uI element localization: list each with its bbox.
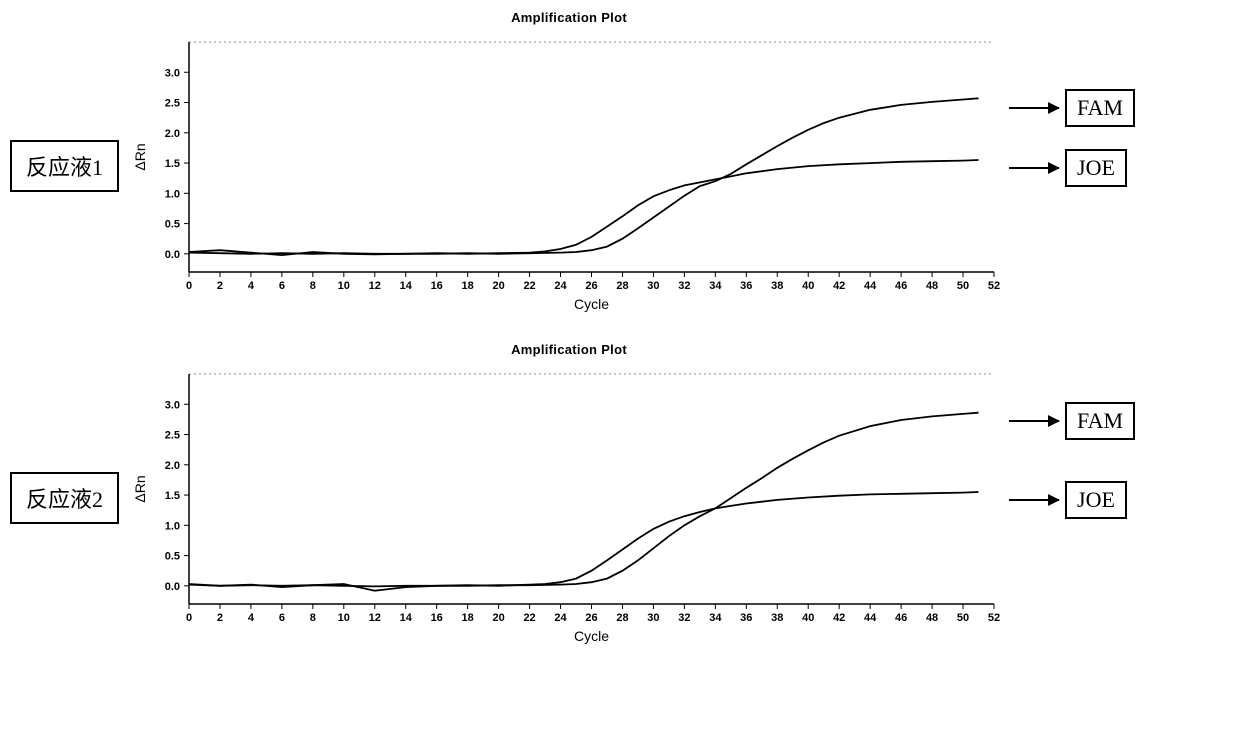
svg-text:1.0: 1.0 [165, 188, 180, 200]
svg-text:Cycle: Cycle [574, 296, 609, 312]
svg-text:16: 16 [431, 612, 443, 624]
legend-row-fam: FAM [1009, 89, 1135, 127]
svg-text:44: 44 [864, 612, 877, 624]
svg-text:48: 48 [926, 280, 938, 292]
legend-row-joe: JOE [1009, 149, 1127, 187]
svg-text:20: 20 [493, 612, 505, 624]
svg-text:6: 6 [279, 280, 285, 292]
svg-text:0.5: 0.5 [165, 551, 180, 563]
svg-text:2: 2 [217, 612, 223, 624]
svg-text:52: 52 [988, 280, 1000, 292]
svg-text:0.0: 0.0 [165, 581, 180, 593]
svg-text:38: 38 [771, 280, 783, 292]
svg-text:26: 26 [585, 280, 597, 292]
svg-text:50: 50 [957, 612, 969, 624]
svg-text:38: 38 [771, 612, 783, 624]
svg-text:2.0: 2.0 [165, 460, 180, 472]
svg-text:28: 28 [616, 612, 628, 624]
svg-text:10: 10 [338, 612, 350, 624]
svg-text:24: 24 [554, 612, 567, 624]
svg-text:0: 0 [186, 612, 192, 624]
svg-text:2.5: 2.5 [165, 430, 180, 442]
legend-column: FAM JOE [1009, 362, 1149, 652]
svg-text:32: 32 [678, 612, 690, 624]
legend-row-fam: FAM [1009, 402, 1135, 440]
svg-text:0.5: 0.5 [165, 219, 180, 231]
svg-text:1.5: 1.5 [165, 158, 180, 170]
svg-text:0: 0 [186, 280, 192, 292]
svg-text:2.5: 2.5 [165, 98, 180, 110]
svg-text:10: 10 [338, 280, 350, 292]
svg-text:52: 52 [988, 612, 1000, 624]
svg-text:36: 36 [740, 280, 752, 292]
svg-text:34: 34 [709, 612, 722, 624]
svg-text:6: 6 [279, 612, 285, 624]
svg-text:4: 4 [248, 280, 255, 292]
svg-text:26: 26 [585, 612, 597, 624]
legend-label: FAM [1065, 402, 1135, 440]
svg-text:24: 24 [554, 280, 567, 292]
reaction-label: 反应液2 [10, 472, 119, 524]
svg-text:42: 42 [833, 280, 845, 292]
legend-row-joe: JOE [1009, 481, 1127, 519]
svg-text:32: 32 [678, 280, 690, 292]
arrow-icon [1009, 420, 1059, 422]
legend-column: FAM JOE [1009, 30, 1149, 320]
svg-text:34: 34 [709, 280, 722, 292]
chart-title: Amplification Plot [129, 342, 1009, 357]
svg-text:2.0: 2.0 [165, 128, 180, 140]
chart-title: Amplification Plot [129, 10, 1009, 25]
arrow-icon [1009, 167, 1059, 169]
svg-text:42: 42 [833, 612, 845, 624]
svg-text:22: 22 [523, 280, 535, 292]
svg-text:2: 2 [217, 280, 223, 292]
svg-text:8: 8 [310, 280, 316, 292]
svg-text:14: 14 [400, 612, 413, 624]
svg-text:1.0: 1.0 [165, 520, 180, 532]
svg-text:46: 46 [895, 612, 907, 624]
svg-text:16: 16 [431, 280, 443, 292]
svg-text:46: 46 [895, 280, 907, 292]
svg-text:ΔRn: ΔRn [132, 143, 148, 170]
panel-1: 反应液1Amplification Plot024681012141618202… [10, 10, 1230, 322]
svg-text:Cycle: Cycle [574, 628, 609, 644]
svg-text:40: 40 [802, 280, 814, 292]
chart-svg: 0246810121416182022242628303234363840424… [129, 359, 1009, 654]
svg-text:0.0: 0.0 [165, 249, 180, 261]
svg-text:3.0: 3.0 [165, 399, 180, 411]
svg-text:14: 14 [400, 280, 413, 292]
svg-text:12: 12 [369, 612, 381, 624]
svg-text:30: 30 [647, 612, 659, 624]
svg-text:36: 36 [740, 612, 752, 624]
svg-text:22: 22 [523, 612, 535, 624]
svg-text:18: 18 [462, 280, 474, 292]
svg-text:18: 18 [462, 612, 474, 624]
legend-label: FAM [1065, 89, 1135, 127]
legend-label: JOE [1065, 481, 1127, 519]
legend-label: JOE [1065, 149, 1127, 187]
svg-text:20: 20 [493, 280, 505, 292]
svg-text:28: 28 [616, 280, 628, 292]
svg-text:8: 8 [310, 612, 316, 624]
svg-text:4: 4 [248, 612, 255, 624]
svg-text:12: 12 [369, 280, 381, 292]
arrow-icon [1009, 499, 1059, 501]
amplification-chart: Amplification Plot0246810121416182022242… [129, 10, 1009, 322]
svg-text:48: 48 [926, 612, 938, 624]
reaction-label: 反应液1 [10, 140, 119, 192]
arrow-icon [1009, 107, 1059, 109]
svg-text:50: 50 [957, 280, 969, 292]
svg-text:30: 30 [647, 280, 659, 292]
svg-text:40: 40 [802, 612, 814, 624]
svg-text:3.0: 3.0 [165, 67, 180, 79]
amplification-chart: Amplification Plot0246810121416182022242… [129, 342, 1009, 654]
svg-text:ΔRn: ΔRn [132, 475, 148, 502]
chart-svg: 0246810121416182022242628303234363840424… [129, 27, 1009, 322]
panel-2: 反应液2Amplification Plot024681012141618202… [10, 342, 1230, 654]
svg-text:1.5: 1.5 [165, 490, 180, 502]
svg-text:44: 44 [864, 280, 877, 292]
